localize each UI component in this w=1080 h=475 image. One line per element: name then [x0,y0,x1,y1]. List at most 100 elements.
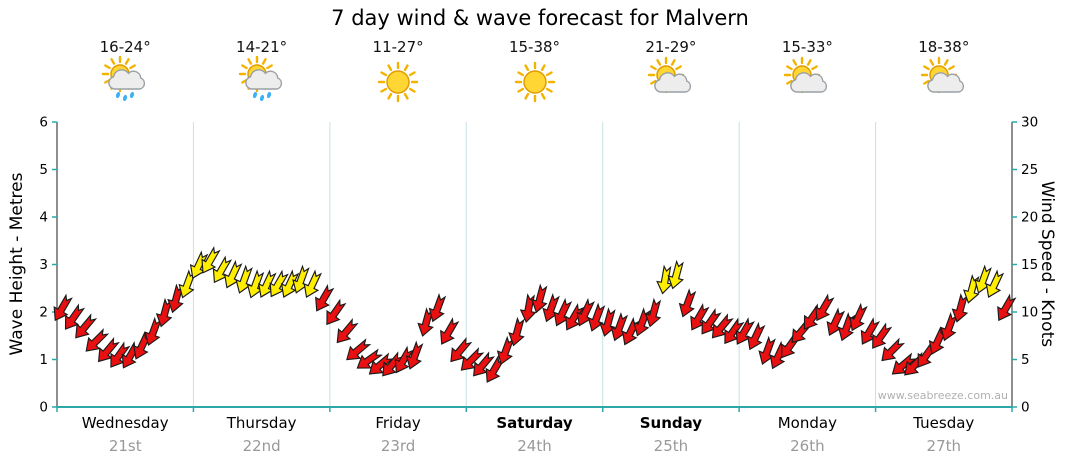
cloud-icon [244,69,282,90]
wind-arrow [997,293,1017,322]
wind-arrow [450,336,473,363]
wind-arrow [599,307,616,337]
wind-arrow [417,307,434,337]
wind-arrow [891,352,918,375]
right-tick-label: 0 [1021,400,1030,416]
sun-icon [377,61,419,103]
wind-arrow [201,245,221,274]
wind-arrow [746,321,766,351]
wind-arrow [985,269,1005,298]
weather-icon [370,56,426,108]
sun-cloud-rain-icon [238,55,282,102]
wind-arrow [644,297,662,328]
wind-arrow [280,269,300,298]
sun-cloud-icon [647,56,691,94]
right-tick-label: 15 [1021,257,1038,273]
wind-arrow [53,293,73,322]
sun-icon [377,61,419,103]
wind-arrow [133,331,152,360]
day-date-label: 25th [654,437,688,455]
wind-arrow [85,328,110,352]
day-name-label: Monday [778,414,837,432]
wind-arrow [565,302,585,331]
right-tick-label: 5 [1021,352,1030,368]
weather-icon [779,56,835,108]
wind-arrow [872,322,893,349]
wind-arrow [356,348,384,369]
cloud-icon [108,69,146,90]
wind-arrow [881,337,906,362]
wind-arrow [951,292,969,323]
wind-arrow [336,317,359,344]
day-date-label: 26th [790,437,824,455]
temperature-label: 15-38° [508,38,561,56]
wind-arrow [531,283,548,314]
cloud-icon [654,72,691,93]
wind-arrow [167,283,184,314]
temperature-label: 16-24° [99,38,151,56]
day-name-label: Sunday [640,414,703,432]
wind-arrow [485,355,505,383]
day-date-label: 23rd [381,437,416,455]
left-tick-label: 1 [39,352,48,368]
wind-arrow [711,313,734,339]
wind-arrow [315,283,335,312]
day-name-label: Thursday [226,414,297,432]
left-tick-label: 5 [39,162,48,178]
temperature-label: 15-33° [781,38,833,56]
wind-arrow [849,302,868,332]
wind-arrow [815,293,835,322]
wind-arrow [656,264,674,295]
cloud-icon [926,72,964,93]
wind-arrow [382,351,405,377]
sun-icon [514,61,555,103]
wind-arrow [678,288,697,318]
wind-arrow [303,269,323,298]
wind-arrow [326,298,347,326]
temperature-label: 18-38° [918,38,970,56]
left-tick-label: 0 [39,400,48,416]
wind-arrow [269,269,289,298]
wind-arrow [519,293,537,324]
wind-arrow [440,317,460,345]
right-tick-label: 25 [1021,162,1038,178]
rain-icon [252,91,271,102]
temperature-label: 14-21° [236,38,288,56]
day-name-label: Saturday [496,414,573,432]
wind-arrow [155,297,173,328]
sun-cloud-icon [920,56,964,94]
wind-arrow [508,316,525,347]
weather-icon [507,56,563,108]
wind-arrow [110,341,131,368]
wind-arrow [940,312,958,342]
rain-icon [116,91,135,102]
left-tick-label: 3 [39,257,48,273]
wind-arrow [460,347,485,371]
weather-icon [234,55,290,108]
day-date-label: 27th [927,437,961,455]
wind-arrow [75,313,98,339]
wind-arrow [928,326,948,355]
wind-arrow [473,351,496,377]
wind-arrow [144,316,162,347]
day-name-label: Friday [375,414,421,432]
wind-arrow [346,338,372,361]
weather-icon [916,56,972,108]
wind-arrow [394,345,414,374]
wind-arrow [667,259,684,290]
wind-arrow [97,336,120,363]
wind-arrow [724,317,745,345]
left-tick-label: 4 [39,210,48,226]
day-date-label: 24th [517,437,551,455]
right-tick-label: 20 [1021,210,1038,226]
sun-cloud-icon [784,56,828,94]
cloud-icon [790,72,828,93]
wind-arrow [178,269,196,299]
temperature-label: 11-27° [372,38,424,56]
day-name-label: Tuesday [912,414,974,432]
right-tick-label: 30 [1021,115,1038,131]
weather-icon [97,55,153,108]
day-date-label: 21st [109,437,142,455]
